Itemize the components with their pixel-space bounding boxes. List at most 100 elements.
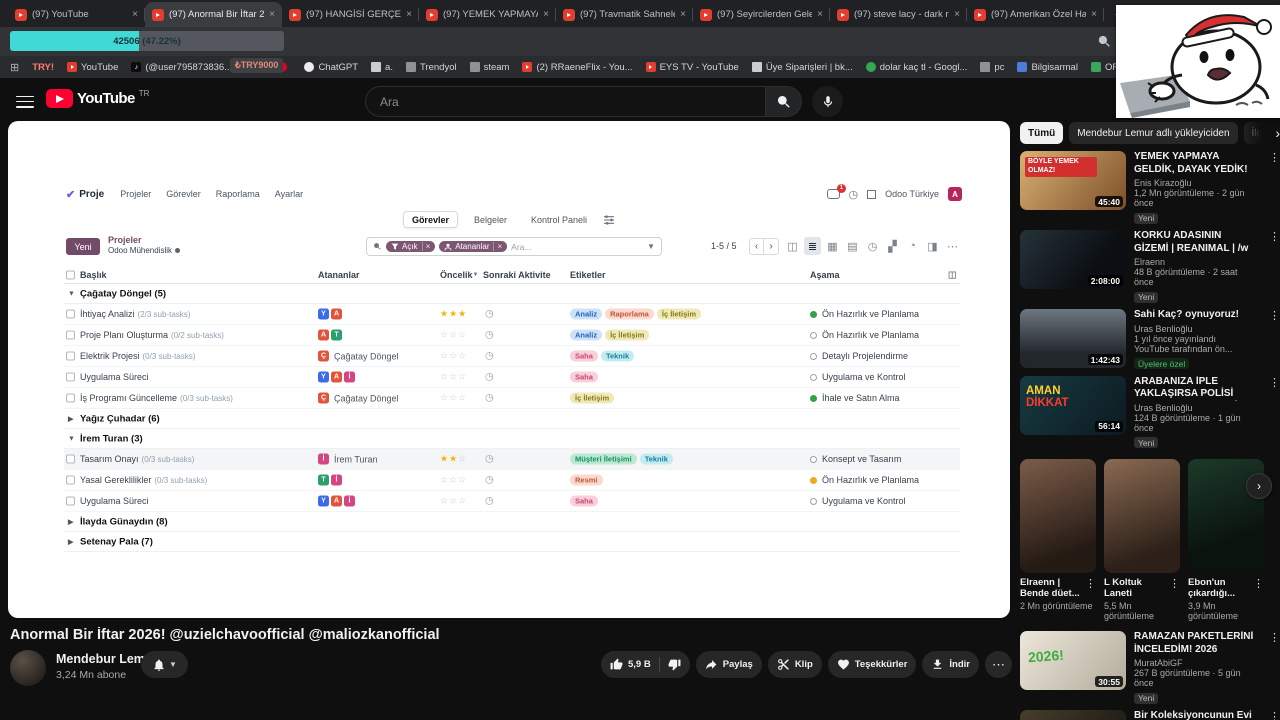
apps-grid-icon[interactable]: ⊞ (10, 61, 20, 74)
video-channel[interactable]: Uras Benlioğlu (1134, 402, 1193, 413)
task-priority[interactable]: ☆ ☆ ☆ (440, 496, 467, 507)
group-row[interactable]: ▶ Setenay Pala (7) (64, 532, 960, 552)
bookmark-item[interactable]: YouTube (67, 62, 118, 73)
kebab-menu-icon[interactable]: ⋮ (1269, 152, 1280, 164)
task-stage[interactable]: İhale ve Satın Alma (810, 393, 900, 403)
row-checkbox[interactable] (66, 330, 75, 340)
download-progress-bar[interactable]: 42506 (47.22%) (10, 31, 284, 51)
view-switcher-icon[interactable]: ▤ (847, 240, 858, 253)
thanks-button[interactable]: Teşekkürler (827, 651, 917, 678)
download-button[interactable]: İndir (922, 651, 979, 678)
filter-chip[interactable]: Mendebur Lemur adlı yükleyiciden (1069, 122, 1238, 144)
task-title[interactable]: Uygulama Süreci (80, 372, 149, 382)
browser-tab[interactable]: (97) steve lacy - dark red × (830, 2, 967, 27)
video-thumbnail[interactable]: AMAN DİKKAT 56:14 (1020, 375, 1126, 435)
filter-facet[interactable]: Atananlar × (439, 241, 508, 252)
bookmark-item[interactable]: pc (980, 62, 1004, 73)
task-priority[interactable]: ☆ ☆ ☆ (440, 393, 467, 404)
new-task-button[interactable]: Yeni (66, 238, 100, 255)
group-caret-icon[interactable]: ▶ (68, 518, 74, 526)
group-caret-icon[interactable]: ▼ (68, 290, 75, 297)
task-title[interactable]: İhtiyaç Analizi (2/3 sub-tasks) (80, 309, 191, 319)
user-avatar[interactable]: A (948, 187, 962, 201)
group-row[interactable]: ▶ Yağız Çuhadar (6) (64, 409, 960, 429)
task-title[interactable]: Tasarım Onayı (0/3 sub-tasks) (80, 454, 195, 464)
priority-star[interactable]: ☆ (440, 329, 449, 340)
odoo-view-tab[interactable]: Kontrol Paneli (531, 214, 588, 225)
kebab-menu-icon[interactable]: ⋮ (1253, 577, 1264, 590)
group-row[interactable]: ▼ Çağatay Döngel (5) (64, 284, 960, 304)
row-checkbox[interactable] (66, 475, 75, 485)
priority-star[interactable]: ☆ (449, 371, 458, 382)
bookmark-item[interactable]: ♪ (@user795873836... (131, 62, 232, 73)
video-channel[interactable]: Uras Benlioğlu (1134, 323, 1193, 334)
breadcrumb-parent[interactable]: Projeler (108, 235, 142, 245)
suggested-video[interactable]: 2026! 30:55 RAMAZAN PAKETLERİNİ İNCELEDİM… (1020, 631, 1280, 706)
video-player[interactable]: ✔ Proje Projeler Görevler Raporlama Ayarlar … (8, 121, 1010, 618)
shorts-thumbnail[interactable] (1020, 458, 1096, 573)
column-header[interactable]: Aşama (810, 270, 840, 280)
row-checkbox[interactable] (66, 496, 75, 506)
shorts-title[interactable]: Elraenn | Bende düet... (1020, 576, 1080, 599)
priority-star[interactable]: ☆ (440, 371, 449, 382)
channel-avatar[interactable] (10, 650, 46, 686)
browser-tab[interactable]: (97) Travmatik Sahneler G × (556, 2, 693, 27)
kebab-menu-icon[interactable]: ⋮ (1269, 310, 1280, 322)
browser-tab[interactable]: (97) HANGİSİ GERÇEK STA × (282, 2, 419, 27)
task-title[interactable]: Yasal Gereklilikler (0/3 sub-tasks) (80, 475, 208, 485)
kebab-menu-icon[interactable]: ⋮ (1085, 577, 1096, 590)
video-title[interactable]: KORKU ADASININ GİZEMİ | REANIMAL | /w @R… (1134, 230, 1249, 254)
view-switcher-icon[interactable]: ◨ (927, 240, 938, 253)
column-header[interactable]: Etiketler (570, 270, 606, 280)
tab-close-icon[interactable]: × (543, 8, 549, 20)
priority-star[interactable]: ☆ (458, 392, 467, 403)
expand-icon[interactable] (867, 189, 877, 199)
priority-star[interactable]: ☆ (449, 350, 458, 361)
view-switcher-icon[interactable]: ◔ (909, 240, 916, 252)
group-caret-icon[interactable]: ▼ (68, 435, 75, 442)
video-thumbnail[interactable]: BÖYLE YEMEK OLMAZ! 45:40 (1020, 151, 1126, 210)
task-priority[interactable]: ☆ ☆ ☆ (440, 351, 467, 362)
bookmark-item[interactable]: ChatGPT (304, 62, 358, 73)
browser-tab[interactable]: (97) YEMEK YAPMAYA GEL × (419, 2, 556, 27)
activity-clock-icon[interactable]: ◷ (485, 392, 494, 404)
tab-close-icon[interactable]: × (269, 8, 275, 20)
video-title[interactable]: Sahi Kaç? oynuyoruz! (1134, 309, 1240, 320)
task-title[interactable]: Proje Planı Oluşturma (0/2 sub-tasks) (80, 330, 224, 340)
activity-clock-icon[interactable]: ◷ (485, 453, 494, 465)
odoo-view-tab[interactable]: Görevler (402, 211, 458, 228)
priority-star[interactable]: ☆ (449, 495, 458, 506)
priority-star[interactable]: ☆ (458, 350, 467, 361)
bookmark-item[interactable]: steam (469, 62, 509, 73)
shorts-title[interactable]: Ebon'un çıkardığı... (1188, 576, 1235, 599)
search-dropdown-caret[interactable]: ▼ (647, 242, 655, 251)
row-checkbox[interactable] (66, 309, 75, 319)
search-box[interactable] (365, 86, 765, 117)
priority-star[interactable]: ☆ (458, 453, 467, 464)
task-stage[interactable]: Konsept ve Tasarım (810, 454, 901, 464)
youtube-logo[interactable]: YouTube TR (46, 89, 149, 108)
notification-bell-button[interactable]: ▼ (141, 651, 188, 678)
task-stage[interactable]: Ön Hazırlık ve Planlama (810, 475, 919, 485)
priority-star[interactable]: ☆ (449, 329, 458, 340)
task-title[interactable]: İş Programı Güncelleme (0/3 sub-tasks) (80, 393, 233, 403)
column-header[interactable]: Öncelik ▼ (440, 270, 479, 280)
column-header[interactable]: Atananlar (318, 270, 360, 280)
priority-star[interactable]: ☆ (458, 329, 467, 340)
priority-star[interactable]: ★ (440, 453, 449, 464)
priority-star[interactable]: ☆ (440, 392, 449, 403)
shorts-item[interactable]: Elraenn | Bende düet... 2 Mn görüntüleme… (1020, 458, 1096, 622)
video-title[interactable]: YEMEK YAPMAYA GELDİK, DAYAK YEDİK! (ELRA… (1134, 151, 1248, 175)
row-checkbox[interactable] (66, 351, 75, 361)
dislike-icon[interactable] (668, 658, 681, 671)
project-settings-icon[interactable] (175, 248, 181, 253)
bookmark-item[interactable]: dolar kaç tl - Googl... (865, 62, 967, 73)
task-priority[interactable]: ★ ★ ★ (440, 309, 467, 320)
filter-chip[interactable]: Tümü (1020, 122, 1064, 144)
view-switcher-icon[interactable]: ◫ (787, 240, 798, 253)
video-channel[interactable]: Enis Kirazoğlu (1134, 178, 1192, 188)
activities-clock-icon[interactable]: ◷ (848, 188, 859, 201)
